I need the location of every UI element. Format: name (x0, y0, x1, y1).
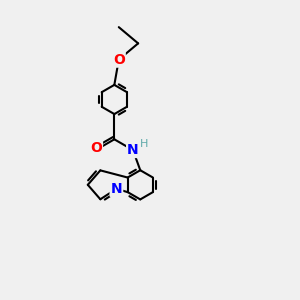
Text: H: H (140, 139, 148, 148)
Text: O: O (113, 52, 125, 67)
Text: N: N (127, 143, 139, 157)
Text: N: N (111, 182, 122, 196)
Text: O: O (90, 141, 102, 155)
